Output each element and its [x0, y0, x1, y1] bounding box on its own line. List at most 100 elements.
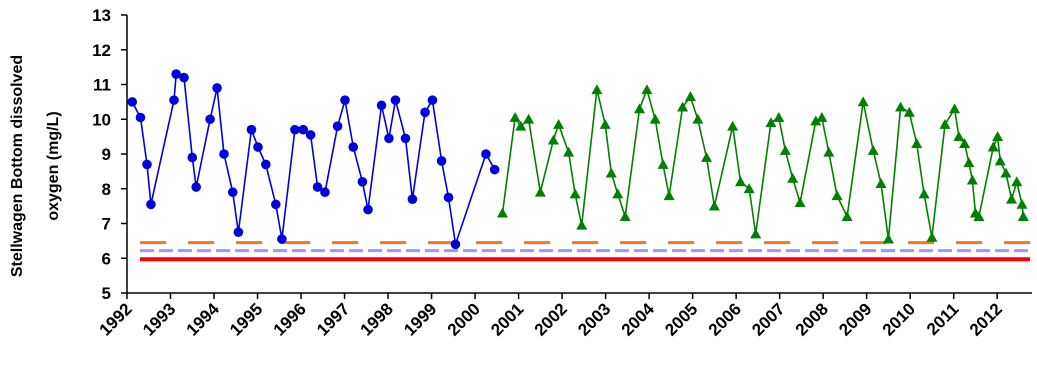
y-axis-title-line-1: Stellwagen Bottom dissolved: [9, 55, 26, 277]
x-tick-label-2005: 2005: [661, 299, 701, 339]
series-2-point-10: [576, 219, 588, 230]
series-1-point-27: [348, 142, 359, 152]
series-2-point-12: [599, 118, 611, 129]
series-2-point-39: [841, 211, 853, 221]
series-2-point-19: [657, 158, 669, 169]
series-2-point-46: [911, 138, 923, 148]
series-1-point-14: [233, 227, 244, 237]
series-1-point-21: [298, 124, 309, 135]
series-1-point-12: [219, 149, 229, 159]
series-1-point-36: [427, 95, 438, 105]
y-tick-label-12: 12: [92, 41, 111, 60]
series-2-point-57: [987, 141, 999, 152]
series-1-point-18: [271, 199, 281, 210]
series-2-point-58: [992, 131, 1004, 142]
series-2-point-1: [496, 207, 508, 218]
series-2-point-7: [553, 118, 565, 129]
series-1-point-1: [127, 97, 138, 107]
series-1-point-2: [135, 112, 146, 123]
series-2-point-25: [708, 200, 720, 211]
series-1-point-40: [481, 149, 491, 159]
x-tick-label-2003: 2003: [574, 299, 614, 339]
series-1-point-37: [436, 156, 447, 166]
series-1-point-30: [376, 100, 387, 111]
series-2-point-6: [547, 134, 559, 145]
series-1-point-23: [312, 182, 323, 192]
series-2-point-11: [591, 84, 603, 95]
series-2-point-64: [1017, 211, 1029, 221]
series-2-point-32: [779, 145, 791, 155]
series-2-point-18: [649, 113, 661, 124]
series-2-point-40: [857, 96, 869, 107]
series-1-point-13: [227, 187, 238, 198]
series-1-point-20: [290, 124, 300, 135]
series-layer: [127, 69, 1029, 250]
series-2-point-37: [823, 146, 835, 157]
y-tick-label-8: 8: [102, 180, 111, 199]
series-2-point-24: [701, 151, 713, 162]
series-2-point-47: [918, 188, 930, 199]
series-2-point-62: [1011, 176, 1023, 187]
series-2-point-29: [750, 228, 762, 239]
series-2-point-5: [534, 186, 546, 197]
series-2-point-61: [1006, 193, 1018, 204]
y-tick-label-13: 13: [92, 6, 111, 25]
series-1-point-6: [171, 69, 181, 79]
series-2-point-34: [794, 197, 806, 208]
series-2-point-52: [959, 138, 971, 148]
series-2-point-53: [963, 157, 975, 168]
y-tick-label-7: 7: [102, 215, 111, 234]
series-2-point-43: [882, 233, 894, 244]
series-1-point-7: [179, 72, 189, 83]
x-tick-label-2010: 2010: [879, 299, 919, 339]
series-2-point-2: [509, 112, 521, 122]
series-2-point-45: [903, 106, 915, 117]
x-tick-label-1997: 1997: [313, 299, 353, 339]
x-tick-label-2001: 2001: [487, 299, 527, 339]
series-2-point-51: [953, 131, 965, 142]
series-1: [127, 69, 500, 250]
series-2-line: [501, 87, 1025, 240]
series-1-point-25: [332, 121, 343, 131]
series-2-point-27: [734, 176, 746, 187]
series-2-point-20: [663, 190, 675, 201]
x-tick-label-2012: 2012: [966, 299, 1006, 339]
series-2-point-17: [641, 84, 653, 95]
series-2-point-8: [563, 146, 575, 157]
x-tick-label-1992: 1992: [96, 299, 136, 339]
y-tick-label-9: 9: [102, 145, 111, 164]
x-tick-label-2004: 2004: [618, 299, 659, 340]
series-1-point-35: [420, 107, 430, 118]
series-1-point-33: [400, 133, 411, 144]
reference-lines: [140, 241, 1030, 262]
y-axis-title-line-2: oxygen (mg/L): [45, 111, 62, 220]
y-ticks: 5 6 7 8 9 10 11 12 13: [92, 6, 127, 303]
series-2-point-15: [619, 211, 631, 221]
series-2-point-33: [787, 172, 799, 183]
series-2-point-28: [743, 183, 755, 194]
series-1-point-10: [205, 114, 215, 125]
series-2-point-36: [816, 112, 828, 122]
x-tick-label-2006: 2006: [705, 299, 745, 339]
series-1-point-8: [187, 152, 198, 163]
series-2-point-13: [605, 167, 617, 178]
series-2-point-38: [831, 190, 843, 201]
series-2-point-54: [966, 174, 978, 185]
y-tick-label-5: 5: [102, 284, 111, 303]
series-1-point-29: [363, 204, 373, 215]
series-2-point-42: [875, 178, 887, 188]
series-1-point-31: [384, 133, 394, 144]
x-tick-label-1993: 1993: [139, 299, 179, 339]
series-2-point-48: [926, 231, 938, 242]
x-tick-label-2007: 2007: [748, 299, 788, 339]
series-1-point-15: [246, 124, 257, 135]
series-2-point-59: [994, 155, 1006, 166]
series-2-point-41: [867, 145, 879, 155]
series-2-point-14: [612, 188, 624, 199]
x-tick-label-1998: 1998: [357, 299, 397, 339]
series-2-point-22: [684, 91, 696, 102]
series-2-point-31: [773, 112, 785, 122]
x-tick-label-2011: 2011: [923, 299, 963, 339]
series-2-point-56: [973, 211, 985, 221]
series-1-point-17: [260, 159, 271, 170]
